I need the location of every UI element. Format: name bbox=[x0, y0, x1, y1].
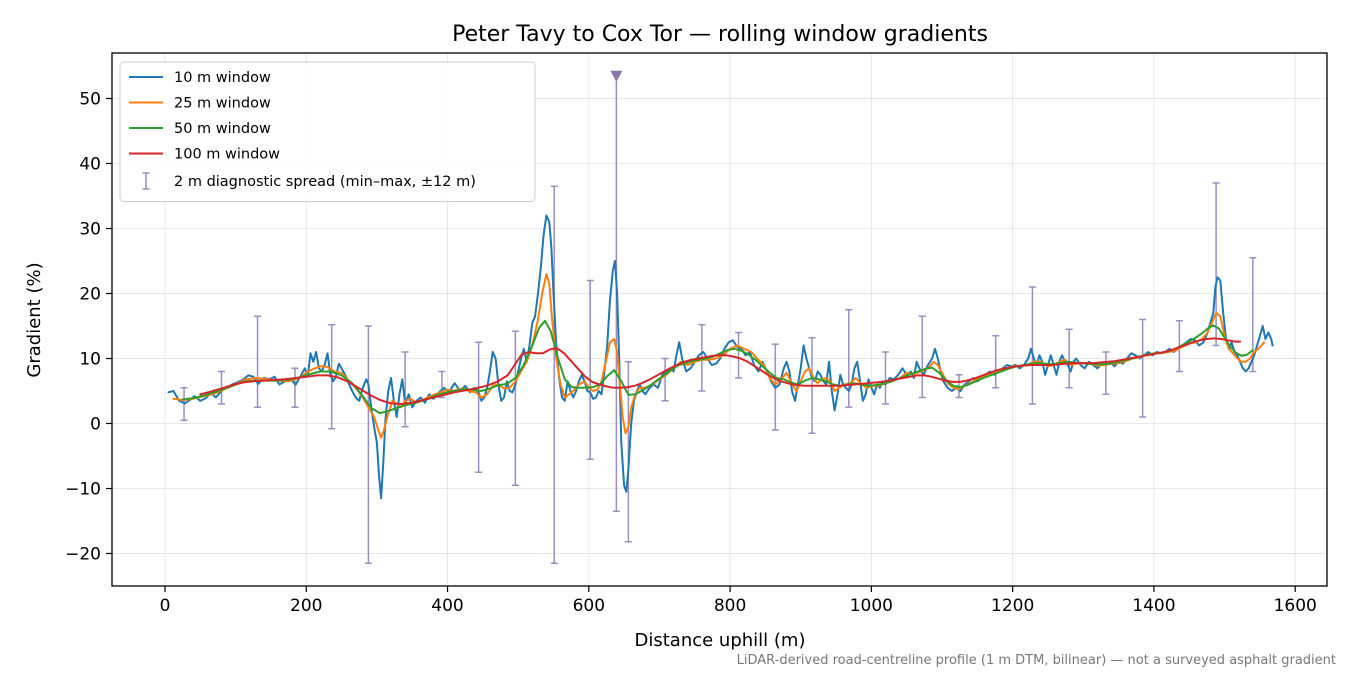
y-tick-label: 0 bbox=[90, 415, 101, 435]
errorbar bbox=[992, 335, 1000, 389]
x-tick-label: 1400 bbox=[1132, 596, 1175, 616]
axis-ticks: 0 200 400 600 800 1000 1200 1400 1600 −20 −10 0 10 20… bbox=[65, 90, 1317, 617]
errorbar bbox=[586, 279, 594, 460]
legend-box bbox=[119, 61, 536, 202]
errorbar bbox=[401, 351, 409, 428]
x-tick-label: 0 bbox=[160, 596, 171, 616]
legend-label: 100 m window bbox=[174, 147, 280, 163]
y-axis-label: Gradient (%) bbox=[24, 262, 45, 377]
errorbar bbox=[1065, 328, 1073, 389]
x-tick-label: 600 bbox=[573, 596, 605, 616]
plot-frame bbox=[111, 52, 1328, 587]
clipped-marker-triangle bbox=[610, 70, 623, 82]
errorbar bbox=[475, 341, 483, 473]
series-line bbox=[167, 214, 1274, 500]
errorbar bbox=[735, 331, 743, 379]
x-tick-label: 200 bbox=[290, 596, 322, 616]
y-tick-label: 40 bbox=[79, 155, 101, 175]
errorbar bbox=[1102, 351, 1110, 395]
legend-entry: 2 m diagnostic spread (min–max, ±12 m) bbox=[142, 172, 476, 190]
legend-entry: 100 m window bbox=[129, 147, 280, 163]
marker-group bbox=[610, 70, 623, 82]
x-tick-label: 800 bbox=[714, 596, 746, 616]
x-axis-label: Distance uphill (m) bbox=[635, 630, 806, 651]
y-tick-label: 20 bbox=[79, 285, 101, 305]
legend-label: 50 m window bbox=[174, 121, 271, 137]
series-group bbox=[167, 214, 1274, 500]
errorbar bbox=[624, 361, 632, 543]
errorbar bbox=[291, 367, 299, 408]
errorbar bbox=[254, 315, 262, 408]
y-tick-label: −10 bbox=[65, 480, 101, 500]
errorbar bbox=[550, 185, 558, 564]
errorbar bbox=[1028, 286, 1036, 405]
x-tick-label: 400 bbox=[431, 596, 463, 616]
legend-label: 25 m window bbox=[174, 96, 271, 112]
legend-label: 10 m window bbox=[174, 70, 271, 86]
errorbar bbox=[661, 357, 669, 402]
x-tick-label: 1000 bbox=[850, 596, 893, 616]
y-tick-label: 30 bbox=[79, 220, 101, 240]
legend-entry: 25 m window bbox=[129, 96, 271, 112]
errorbar bbox=[1212, 182, 1220, 347]
errorbar bbox=[511, 330, 519, 486]
legend-entry: 10 m window bbox=[129, 70, 271, 86]
x-tick-label: 1600 bbox=[1274, 596, 1317, 616]
legend-label: 2 m diagnostic spread (min–max, ±12 m) bbox=[174, 174, 476, 190]
errorbar bbox=[364, 325, 372, 564]
errorbar bbox=[1139, 318, 1147, 418]
series-line bbox=[199, 337, 1242, 405]
chart-title: Peter Tavy to Cox Tor — rolling window g… bbox=[452, 22, 988, 47]
series-line bbox=[181, 319, 1254, 415]
y-tick-label: −20 bbox=[65, 545, 101, 565]
legend: 10 m window 25 m window 50 m window 100 m w… bbox=[119, 61, 536, 202]
errorbar bbox=[918, 315, 926, 399]
x-tick-label: 1200 bbox=[991, 596, 1034, 616]
y-tick-label: 10 bbox=[79, 350, 101, 370]
legend-entry: 50 m window bbox=[129, 121, 271, 137]
errorbar bbox=[882, 351, 890, 405]
y-tick-label: 50 bbox=[79, 90, 101, 110]
chart-footnote: LiDAR-derived road-centreline profile (1… bbox=[737, 653, 1336, 668]
